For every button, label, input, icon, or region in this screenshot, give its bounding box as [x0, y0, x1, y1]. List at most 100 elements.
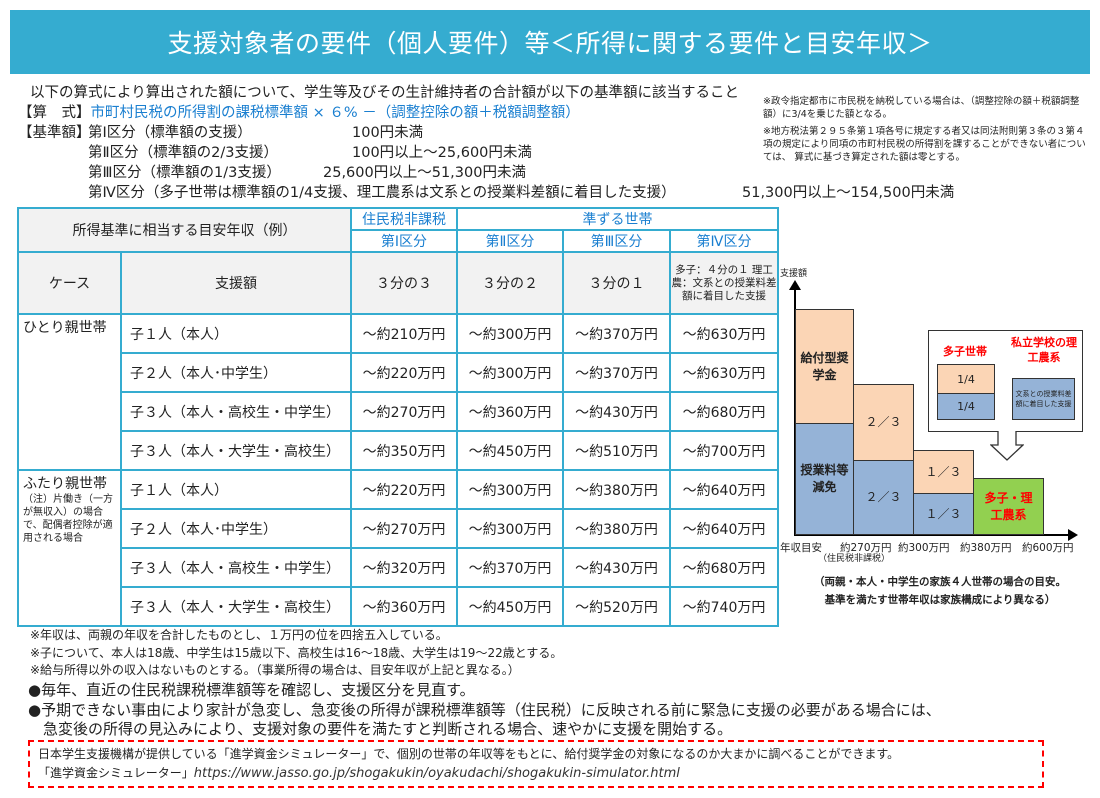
simulator-link[interactable]: https://www.jasso.go.jp/shogakukin/oyaku… — [193, 766, 680, 781]
side-note-2: ※地方税法第２９５条第１項各号に規定する者又は同法附則第３条の３第４項の規定によ… — [763, 126, 1086, 163]
support-1: ３分の３ — [350, 251, 458, 315]
bar-tuition-waiver: 授業料等減免 — [795, 423, 854, 535]
simulator-text: 日本学生支援機構が提供している「進学資金シミュレーター」で、個別の世帯の年収等を… — [38, 747, 900, 761]
x-label-0: 年収目安 — [780, 542, 822, 554]
case-header: ケース — [17, 251, 122, 315]
footnote-3: ※給与所得以外の収入はないものとする。（事業所得の場合は、目安年収が上記と異なる… — [30, 663, 520, 677]
table-row: 子３人（本人・大学生・高校生） ～約360万円 ～約450万円 ～約520万円 ～約74… — [18, 586, 779, 627]
income-cell: ～約510万円 — [562, 430, 671, 471]
income-cell: ～約370万円 — [562, 313, 671, 354]
income-cell: ～約220万円 — [350, 352, 458, 393]
callout-multi-child-title: 多子世帯 — [943, 345, 987, 358]
x-axis — [795, 534, 1070, 536]
income-cell: ～約630万円 — [669, 352, 779, 393]
income-cell: ～約450万円 — [456, 430, 564, 471]
income-cell: ～約450万円 — [456, 586, 564, 627]
x-label-sub: （住民税非課税） — [818, 554, 891, 564]
support-header: 支援額 — [120, 251, 352, 315]
household-note: （注）片働き（一方が無収入）の場合で、配偶者控除が適用される場合 — [23, 494, 113, 544]
page-title: 支援対象者の要件（個人要件）等＜所得に関する要件と目安年収＞ — [10, 10, 1090, 74]
income-cell: ～約630万円 — [669, 313, 779, 354]
support-3: ３分の１ — [562, 251, 671, 315]
table-row: 子２人（本人･中学生） ～約220万円 ～約300万円 ～約370万円 ～約630万円 — [18, 352, 779, 393]
income-cell: ～約300万円 — [456, 508, 564, 549]
criteria-1-range: 100円未満 — [352, 125, 424, 141]
income-cell: ～約380万円 — [562, 469, 671, 510]
simulator-box: 日本学生支援機構が提供している「進学資金シミュレーター」で、個別の世帯の年収等を… — [28, 740, 1044, 788]
income-cell: ～約430万円 — [562, 547, 671, 588]
y-axis-arrow-icon — [789, 280, 801, 290]
criteria-2-range: 100円以上～25,600円未満 — [352, 145, 532, 161]
income-cell: ～約300万円 — [456, 313, 564, 354]
simulator-label: 「進学資金シミュレーター」 — [38, 766, 194, 780]
income-cell: ～約370万円 — [456, 547, 564, 588]
callout-stem-title: 私立学校の理工農系 — [1011, 336, 1077, 364]
down-arrow-icon — [990, 431, 1024, 461]
household-name: ふたり親世帯 — [23, 476, 107, 492]
y-axis-label: 支援額 — [780, 269, 808, 279]
household-type: ふたり親世帯 （注）片働き（一方が無収入）の場合で、配偶者控除が適用される場合 — [17, 469, 122, 627]
support-2: ３分の２ — [456, 251, 564, 315]
income-table: 所得基準に相当する目安年収（例） 住民税非課税 準ずる世帯 第Ⅰ区分 第Ⅱ区分 第Ⅲ区分… — [17, 207, 779, 627]
income-cell: ～約680万円 — [669, 547, 779, 588]
case-cell: 子２人（本人･中学生） — [120, 352, 352, 393]
side-note-1: ※政令指定都市に市民税を納税している場合は、（調整控除の額＋税額調整額）に3/4… — [763, 96, 1080, 120]
callout-box: 多子世帯 私立学校の理工農系 1/4 1/4 文系との授業料差額に着目した支援 — [928, 330, 1083, 432]
criteria-label: 【基準額】 — [18, 125, 91, 141]
criteria-3-name: 第Ⅲ区分（標準額の1/3支援） — [88, 165, 281, 181]
case-cell: 子２人（本人･中学生） — [120, 508, 352, 549]
income-cell: ～約370万円 — [562, 352, 671, 393]
table-row: ひとり親世帯 子１人（本人） ～約210万円 ～約300万円 ～約370万円 ～約630万… — [17, 313, 779, 471]
income-cell: ～約300万円 — [456, 469, 564, 510]
formula-line: 【算 式】市町村民税の所得割の課税標準額 × ６% －（調整控除の額＋税額調整額… — [18, 103, 580, 123]
household-type: ひとり親世帯 — [17, 313, 122, 471]
income-cell: ～約320万円 — [350, 547, 458, 588]
header-division-2: 第Ⅱ区分 — [456, 229, 564, 253]
x-label-1: 約270万円 — [840, 542, 892, 554]
income-cell: ～約270万円 — [350, 391, 458, 432]
income-cell: ～約350万円 — [350, 430, 458, 471]
footnote-2: ※子について、本人は18歳、中学生は15歳以下、高校生は16～18歳、大学生は1… — [30, 646, 563, 660]
header-division-1: 第Ⅰ区分 — [350, 229, 458, 253]
x-label-4: 約600万円 — [1022, 542, 1074, 554]
case-cell: 子３人（本人・高校生・中学生） — [120, 391, 352, 432]
support-4: 多子：４分の１ 理工農：文系との授業料差額に着目した支援 — [669, 251, 779, 315]
income-cell: ～約680万円 — [669, 391, 779, 432]
footnote-1: ※年収は、両親の年収を合計したものとし、１万円の位を四捨五入している。 — [30, 628, 448, 642]
header-division-4: 第Ⅳ区分 — [669, 229, 779, 253]
case-cell: 子１人（本人） — [120, 469, 352, 510]
table-row: 子３人（本人・高校生・中学生） ～約270万円 ～約360万円 ～約430万円 ～約68… — [18, 391, 779, 432]
header-group-1: 住民税非課税 — [350, 207, 458, 231]
header-main: 所得基準に相当する目安年収（例） — [17, 207, 352, 253]
caption-line-1: （両親・本人・中学生の家族４人世帯の場合の目安。 — [814, 576, 1066, 588]
case-cell: 子１人（本人） — [120, 313, 352, 354]
formula-label: 【算 式】 — [18, 105, 91, 121]
income-cell: ～約380万円 — [562, 508, 671, 549]
bar-4-multi-child: 多子・理工農系 — [973, 478, 1044, 535]
bar-3-waiver: １／３ — [913, 493, 974, 535]
bar-scholarship: 給付型奨学金 — [795, 309, 854, 424]
bar-3-scholarship: １／３ — [913, 450, 974, 494]
callout-quarter-top: 1/4 — [937, 364, 995, 394]
income-cell: ～約360万円 — [350, 586, 458, 627]
header-group-2: 準ずる世帯 — [456, 207, 779, 231]
household-name: ひとり親世帯 — [23, 320, 107, 336]
case-cell: 子３人（本人・大学生・高校生） — [120, 586, 352, 627]
callout-quarter-bottom: 1/4 — [937, 393, 995, 420]
bullet-1: ●毎年、直近の住民税課税標準額等を確認し、支援区分を見直す。 — [28, 681, 475, 699]
bullet-2-cont: 急変後の所得の見込みにより、支援対象の要件を満たすと判断される場合、速やかに支援… — [28, 720, 733, 738]
case-cell: 子３人（本人・大学生・高校生） — [120, 430, 352, 471]
income-cell: ～約270万円 — [350, 508, 458, 549]
x-label-2: 約300万円 — [898, 542, 950, 554]
income-cell: ～約700万円 — [669, 430, 779, 471]
table-row: ふたり親世帯 （注）片働き（一方が無収入）の場合で、配偶者控除が適用される場合 子１… — [17, 469, 779, 627]
income-cell: ～約640万円 — [669, 508, 779, 549]
x-label-3: 約380万円 — [960, 542, 1012, 554]
header-division-3: 第Ⅲ区分 — [562, 229, 671, 253]
bullet-2: ●予期できない事由により家計が急変し、急変後の所得が課税標準額等（住民税）に反映… — [28, 701, 941, 719]
criteria-3-range: 25,600円以上～51,300円未満 — [323, 165, 526, 181]
callout-stem-box: 文系との授業料差額に着目した支援 — [1012, 378, 1075, 420]
income-cell: ～約210万円 — [350, 313, 458, 354]
income-cell: ～約430万円 — [562, 391, 671, 432]
table-row: 子２人（本人･中学生） ～約270万円 ～約300万円 ～約380万円 ～約640万円 — [18, 508, 779, 549]
